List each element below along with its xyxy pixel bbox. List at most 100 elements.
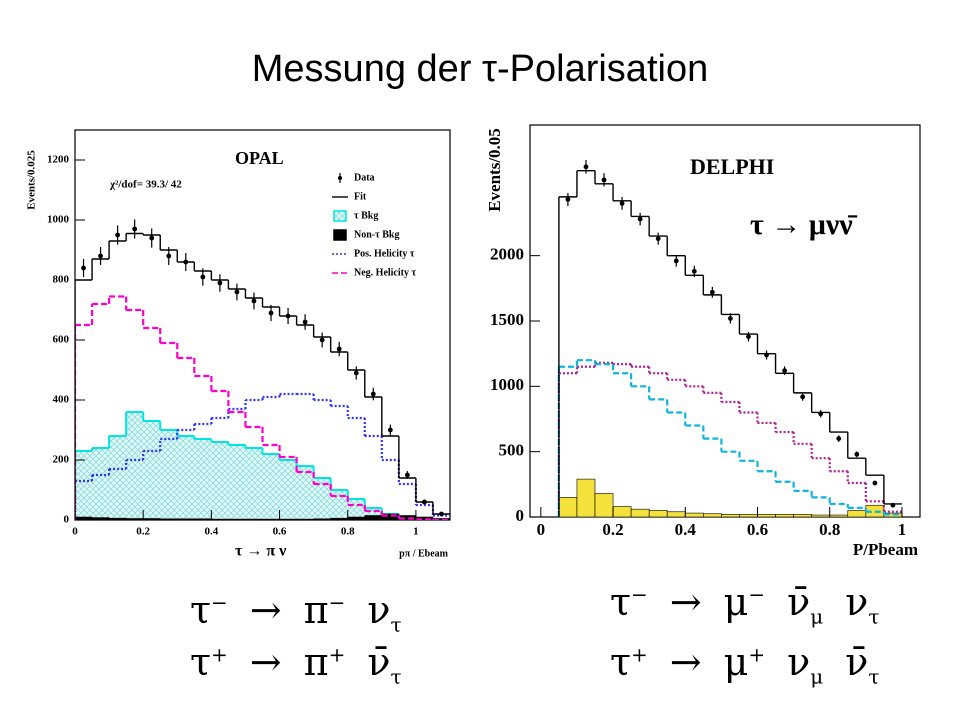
y-tick-label: 0: [64, 514, 70, 526]
data-point: [115, 232, 121, 238]
data-point: [183, 259, 189, 265]
y-tick-label: 1000: [490, 375, 524, 394]
legend-key: [333, 210, 347, 222]
symbol: ν: [787, 640, 811, 684]
data-point: [691, 268, 697, 274]
histogram-bar: [829, 514, 849, 517]
symbol: π: [303, 588, 329, 632]
x-tick-label: 0.2: [136, 526, 150, 538]
data-point: [200, 274, 206, 280]
plot-area: [557, 160, 903, 517]
symbol: π: [303, 640, 329, 684]
histogram-bar: [211, 518, 229, 520]
histogram-bar: [91, 517, 110, 520]
histogram-bar: [143, 421, 161, 520]
histogram-bar: [262, 518, 280, 520]
y-tick-label: 1200: [47, 154, 70, 166]
equation: τ+ → π+ ν̄τ: [190, 640, 424, 689]
equation-term: →: [250, 588, 282, 632]
x-tick-label: 1: [413, 526, 419, 538]
histogram-bar: [142, 518, 161, 520]
equation-term: ντ: [845, 580, 879, 629]
equation-term: ντ: [367, 588, 401, 637]
histogram-bar: [126, 412, 144, 520]
histogram-bar: [703, 513, 722, 517]
data-point: [387, 427, 393, 433]
x-tick-label: 0.8: [819, 520, 840, 539]
histogram-bar: [296, 518, 314, 520]
histogram-bar: [630, 508, 650, 517]
symbol: τ: [610, 580, 632, 624]
data-point: [81, 265, 86, 271]
equation-term: ν̄μ: [787, 580, 823, 629]
superscript: +: [328, 642, 346, 667]
superscript: −: [748, 582, 766, 607]
histogram-bar: [194, 439, 212, 520]
data-point: [268, 310, 274, 316]
data-point: [98, 253, 103, 259]
symbol: ν̄: [845, 640, 869, 684]
legend-label: Fit: [354, 191, 367, 202]
x-axis-label: P/Pbeam: [853, 540, 918, 559]
histogram-bar: [313, 478, 331, 520]
data-point: [302, 319, 308, 325]
data-point: [565, 197, 571, 202]
histogram-bar: [177, 436, 195, 520]
data-point: [336, 346, 342, 352]
x-tick-label: 0: [72, 526, 78, 538]
data-point: [370, 391, 376, 397]
subscript: τ: [868, 664, 880, 689]
data-point: [872, 480, 878, 486]
equation-term: →: [670, 640, 702, 684]
y-tick-label: 400: [53, 394, 70, 406]
histogram-bar: [347, 516, 366, 520]
data-point: [234, 289, 240, 295]
data-point: [404, 472, 410, 478]
histogram-bar: [211, 442, 229, 520]
equation-term: τ−: [610, 580, 648, 624]
symbol: μ: [723, 640, 749, 684]
subscript: τ: [390, 664, 402, 689]
histogram-bar: [279, 460, 297, 520]
data-point: [601, 177, 607, 183]
equation: τ+ → μ+ νμ ν̄τ: [610, 640, 901, 689]
symbol: ν: [367, 588, 391, 632]
x-tick-label: 0.6: [747, 520, 768, 539]
y-tick-label: 500: [499, 441, 525, 460]
legend-label: Pos. Helicity τ: [354, 248, 415, 259]
y-tick-label: 1500: [490, 310, 524, 329]
data-point: [166, 253, 172, 259]
histogram-bar: [739, 514, 758, 517]
histogram-bar: [109, 436, 127, 520]
subscript: τ: [390, 612, 402, 637]
symbol: ν̄: [787, 580, 811, 624]
data-point: [764, 352, 769, 358]
data-point: [673, 258, 679, 264]
histogram-bar: [125, 518, 144, 520]
histogram-bar: [262, 454, 280, 520]
equation-term: π−: [304, 588, 346, 632]
data-point: [353, 370, 359, 376]
y-axis-label: Events/0.05: [485, 128, 504, 212]
histogram-bar: [594, 493, 614, 517]
histogram-bar: [279, 518, 297, 520]
data-point: [132, 226, 138, 232]
histogram-bar: [721, 514, 740, 517]
data-point: [251, 298, 257, 304]
equation: τ− → π− ντ: [190, 588, 424, 637]
data-point: [149, 235, 155, 241]
equation-term: →: [250, 640, 282, 684]
equation-term: μ+: [724, 640, 765, 684]
symbol: ν: [845, 580, 869, 624]
data-point: [285, 313, 291, 319]
histogram-bar: [245, 448, 263, 520]
histogram-bar: [684, 512, 704, 517]
data-point: [746, 334, 751, 340]
legend-key: [338, 176, 342, 180]
symbol: →: [249, 588, 282, 632]
x-tick-label: 1: [898, 520, 907, 539]
y-tick-label: 600: [53, 334, 70, 346]
histogram-bar: [92, 448, 110, 520]
data-point: [319, 337, 325, 343]
